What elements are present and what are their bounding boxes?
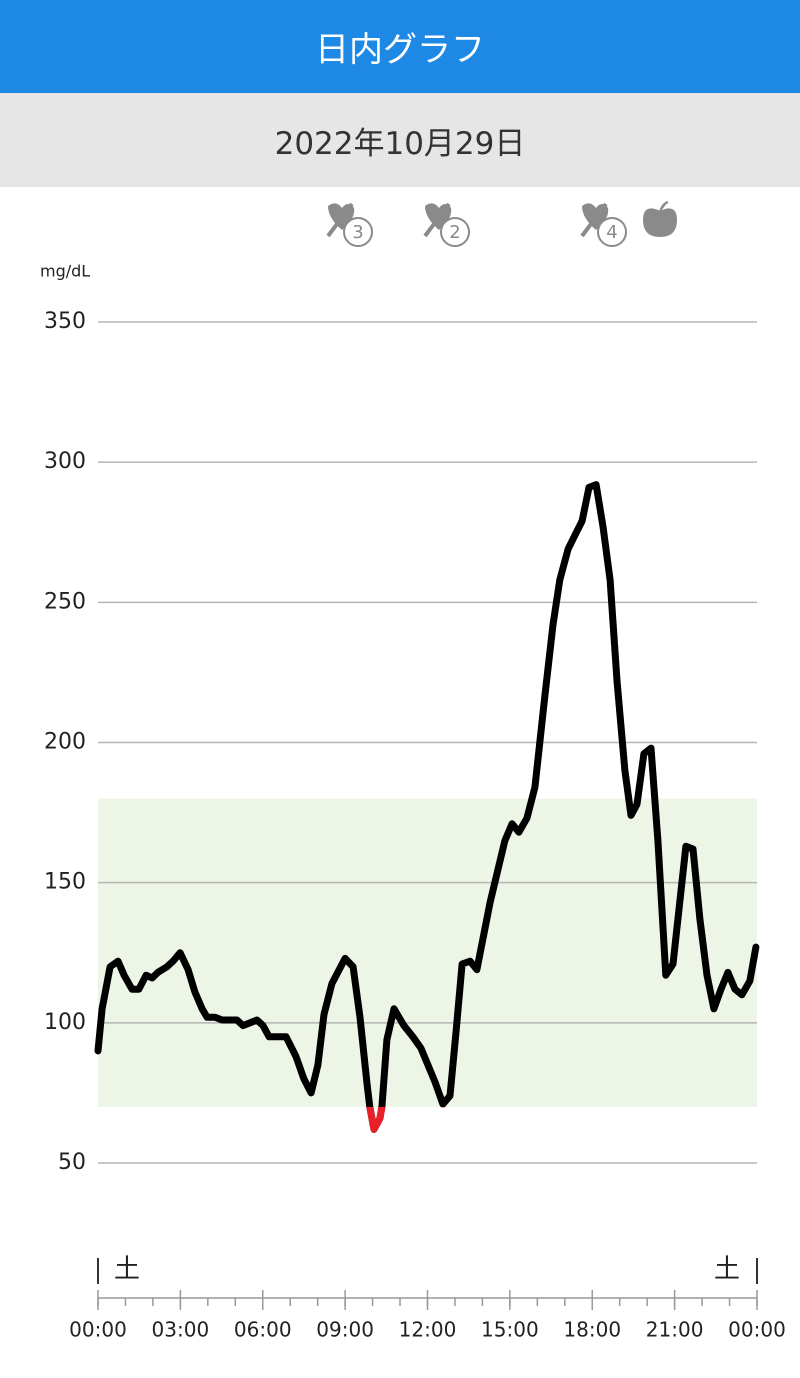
event-icons: 3 2 4: [326, 201, 678, 247]
x-tick-label: 00:00: [728, 1318, 786, 1342]
chart: 3 2 4 mg/dL 50 100 150 200 250 300 350 00:00 03:…: [40, 201, 786, 1342]
x-tick-label: 00:00: [69, 1318, 127, 1342]
meal-icon: [642, 201, 678, 238]
y-tick-label: 300: [44, 449, 86, 474]
x-tick-label: 21:00: [646, 1318, 704, 1342]
y-tick-label: 350: [44, 309, 86, 334]
header-title: 日内グラフ: [0, 0, 800, 93]
x-tick-label: 18:00: [563, 1318, 621, 1342]
y-tick-label: 150: [44, 870, 86, 895]
x-tick-label: 03:00: [152, 1318, 210, 1342]
y-tick-label: 250: [44, 589, 86, 614]
event-label: 2: [449, 222, 460, 243]
x-tick-label: 15:00: [481, 1318, 539, 1342]
y-tick-label: 50: [58, 1150, 86, 1175]
glucose-line: [94, 481, 760, 1133]
x-tick-label: 06:00: [234, 1318, 292, 1342]
y-tick-label: 200: [44, 730, 86, 755]
day-label: 土: [714, 1255, 740, 1285]
event-label: 3: [352, 222, 363, 243]
day-label: 土: [114, 1255, 140, 1285]
x-tick-label: 09:00: [316, 1318, 374, 1342]
y-axis-label: mg/dL: [40, 262, 90, 281]
y-tick-label: 100: [44, 1010, 86, 1035]
event-label: 4: [606, 222, 617, 243]
date[interactable]: 2022年10月29日: [0, 93, 800, 187]
x-tick-label: 12:00: [399, 1318, 457, 1342]
